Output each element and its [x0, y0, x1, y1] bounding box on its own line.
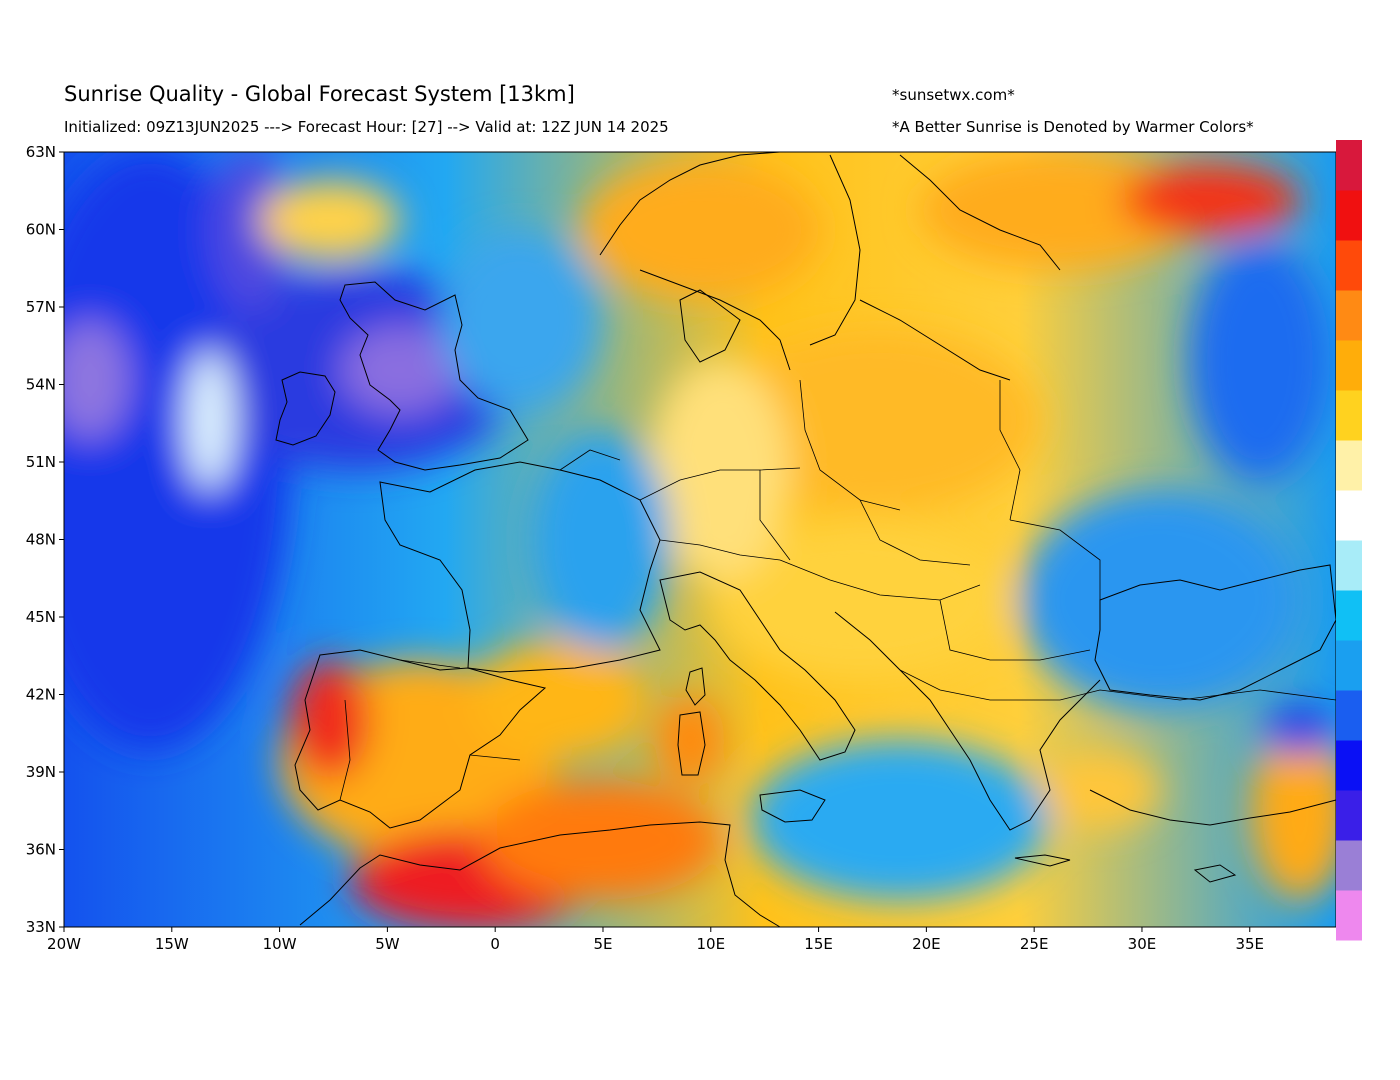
lat-tick-label: 45N [26, 608, 56, 626]
colorbar [1336, 140, 1362, 941]
lon-tick-label: 35E [1235, 935, 1264, 953]
colorbar-segment [1336, 590, 1362, 641]
colorbar-segment [1336, 440, 1362, 491]
lat-tick-label: 39N [26, 763, 56, 781]
lon-tick-label: 15E [804, 935, 833, 953]
coastlines [275, 151, 1337, 928]
lon-tick-label: 15W [155, 935, 189, 953]
lat-tick-label: 60N [26, 221, 56, 239]
site-credit: *sunsetwx.com* [892, 86, 1015, 104]
lon-tick-label: 20W [47, 935, 81, 953]
lon-tick-label: 20E [912, 935, 941, 953]
lon-tick-label: 5W [375, 935, 400, 953]
lon-tick-label: 10E [696, 935, 725, 953]
colorbar-segment [1336, 790, 1362, 841]
lat-tick-label: 57N [26, 298, 56, 316]
country-borders [339, 379, 1337, 801]
colorbar-segment [1336, 240, 1362, 291]
lat-tick-label: 42N [26, 686, 56, 704]
latitude-axis: 33N 36N 39N 42N 45N 48N 51N 54N 57N 60N 63N [26, 143, 64, 936]
colorbar-segment [1336, 190, 1362, 241]
lon-tick-label: 0 [490, 935, 500, 953]
lon-tick-label: 10W [263, 935, 297, 953]
colorbar-segment [1336, 140, 1362, 191]
colorbar-segment [1336, 890, 1362, 941]
map-title: Sunrise Quality - Global Forecast System… [64, 82, 575, 106]
colorbar-segment [1336, 340, 1362, 391]
colorbar-segment [1336, 490, 1362, 541]
lon-tick-label: 30E [1128, 935, 1157, 953]
lat-tick-label: 54N [26, 376, 56, 394]
map-field [64, 152, 1336, 927]
colorbar-segment [1336, 290, 1362, 341]
lat-tick-label: 63N [26, 143, 56, 161]
lat-tick-label: 36N [26, 841, 56, 859]
longitude-axis: 20W 15W 10W 5W 0 5E 10E 15E 20E 25E 30E 35E [47, 927, 1264, 953]
lat-tick-label: 51N [26, 453, 56, 471]
lat-tick-label: 48N [26, 531, 56, 549]
colorbar-segment [1336, 740, 1362, 791]
forecast-info: Initialized: 09Z13JUN2025 ---> Forecast … [64, 118, 669, 136]
lat-tick-label: 33N [26, 918, 56, 936]
lon-tick-label: 25E [1020, 935, 1049, 953]
color-note: *A Better Sunrise is Denoted by Warmer C… [892, 118, 1254, 136]
colorbar-segment [1336, 840, 1362, 891]
colorbar-segment [1336, 690, 1362, 741]
colorbar-segment [1336, 540, 1362, 591]
colorbar-segment [1336, 390, 1362, 441]
lon-tick-label: 5E [593, 935, 612, 953]
colorbar-segment [1336, 640, 1362, 691]
